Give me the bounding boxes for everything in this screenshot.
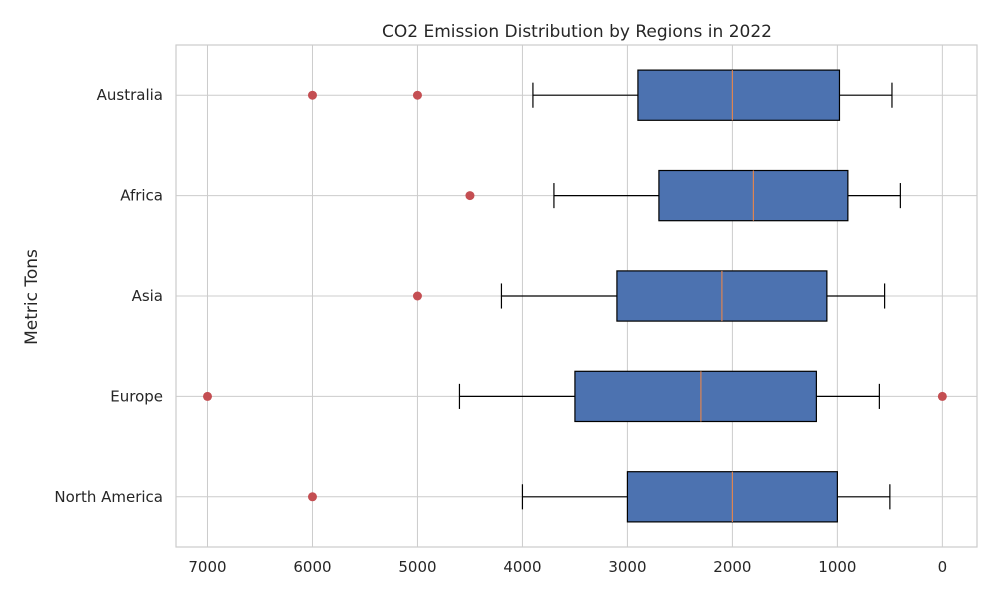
box-group-north-america [307,471,891,523]
x-tick-label: 1000 [818,558,856,576]
box-group-asia [412,270,886,322]
y-tick-label: Africa [120,187,163,205]
outlier-point [937,391,947,401]
y-axis-label: Metric Tons [22,249,42,345]
x-tick-labels: 7000 6000 5000 4000 3000 2000 1000 0 [188,558,947,576]
outlier-point [465,191,475,201]
x-tick-label: 2000 [713,558,751,576]
y-tick-labels: North America Europe Asia Africa Australia [54,86,163,506]
chart-title: CO2 Emission Distribution by Regions in … [382,22,772,42]
outlier-point [307,492,317,502]
plot-frame [175,44,978,548]
y-tick-label: Australia [97,86,163,104]
x-tick-label: 7000 [188,558,226,576]
x-tick-label: 5000 [398,558,436,576]
y-tick-label: Asia [132,287,163,305]
y-tick-label: Europe [110,387,163,405]
x-tick-label: 4000 [503,558,541,576]
box-body [574,370,817,423]
outlier-point [412,90,422,100]
box-body [637,69,841,121]
box-group-australia [307,69,893,121]
box-group-africa [465,169,901,222]
box-group-europe [202,370,947,423]
boxes [202,69,947,523]
outlier-point [412,291,422,301]
outlier-point [307,90,317,100]
outlier-point [202,391,212,401]
x-tick-label: 0 [938,558,948,576]
y-tick-label: North America [54,488,163,506]
x-tick-label: 6000 [293,558,331,576]
x-tick-label: 3000 [608,558,646,576]
